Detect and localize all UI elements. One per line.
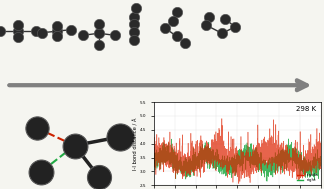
Point: [15, 30, 20, 33]
r-side: [152, 158, 156, 160]
Point: [69, 28, 74, 31]
right: [265, 180, 269, 182]
Line: r-side: r-side: [154, 119, 321, 184]
r-side: [229, 164, 233, 166]
Point: [182, 41, 187, 44]
r-side: [319, 151, 323, 153]
Point: [203, 23, 208, 26]
right: [314, 164, 318, 166]
r-side: [160, 159, 164, 161]
Point: [132, 38, 137, 41]
Point: [15, 24, 20, 27]
Point: [232, 26, 237, 29]
Y-axis label: I-I bond distance / Å: I-I bond distance / Å: [133, 117, 138, 170]
Legend: r-side, right: r-side, right: [296, 173, 319, 183]
r-side: [284, 164, 287, 167]
Point: [163, 27, 168, 30]
Point: [132, 22, 137, 26]
Line: right: right: [154, 139, 321, 181]
r-side: [233, 148, 237, 150]
Point: [72, 144, 77, 147]
right: [233, 159, 237, 161]
right: [152, 158, 156, 160]
Text: 298 K: 298 K: [295, 106, 316, 112]
right: [284, 155, 287, 157]
right: [160, 156, 164, 158]
r-side: [220, 117, 224, 120]
Point: [0, 30, 3, 33]
Point: [174, 35, 179, 38]
Point: [54, 25, 59, 28]
Point: [54, 35, 59, 38]
Point: [15, 35, 20, 38]
Point: [39, 170, 44, 173]
r-side: [237, 182, 241, 185]
Point: [40, 31, 45, 34]
Point: [80, 34, 85, 37]
Point: [112, 34, 118, 37]
Point: [97, 176, 102, 179]
right: [229, 165, 233, 168]
Point: [96, 43, 101, 46]
Point: [133, 7, 139, 10]
right: [287, 138, 291, 140]
r-side: [314, 172, 318, 174]
Point: [118, 135, 123, 138]
Point: [96, 22, 101, 26]
Point: [223, 17, 228, 20]
Point: [219, 32, 225, 35]
Point: [206, 15, 212, 18]
Point: [33, 30, 38, 33]
Point: [171, 19, 176, 22]
right: [314, 167, 318, 169]
Point: [132, 31, 137, 34]
r-side: [314, 159, 318, 162]
Point: [35, 127, 40, 130]
FancyArrowPatch shape: [9, 81, 304, 89]
Point: [54, 30, 59, 33]
right: [319, 164, 323, 167]
Point: [96, 32, 101, 35]
Point: [174, 11, 179, 14]
Point: [132, 15, 137, 18]
